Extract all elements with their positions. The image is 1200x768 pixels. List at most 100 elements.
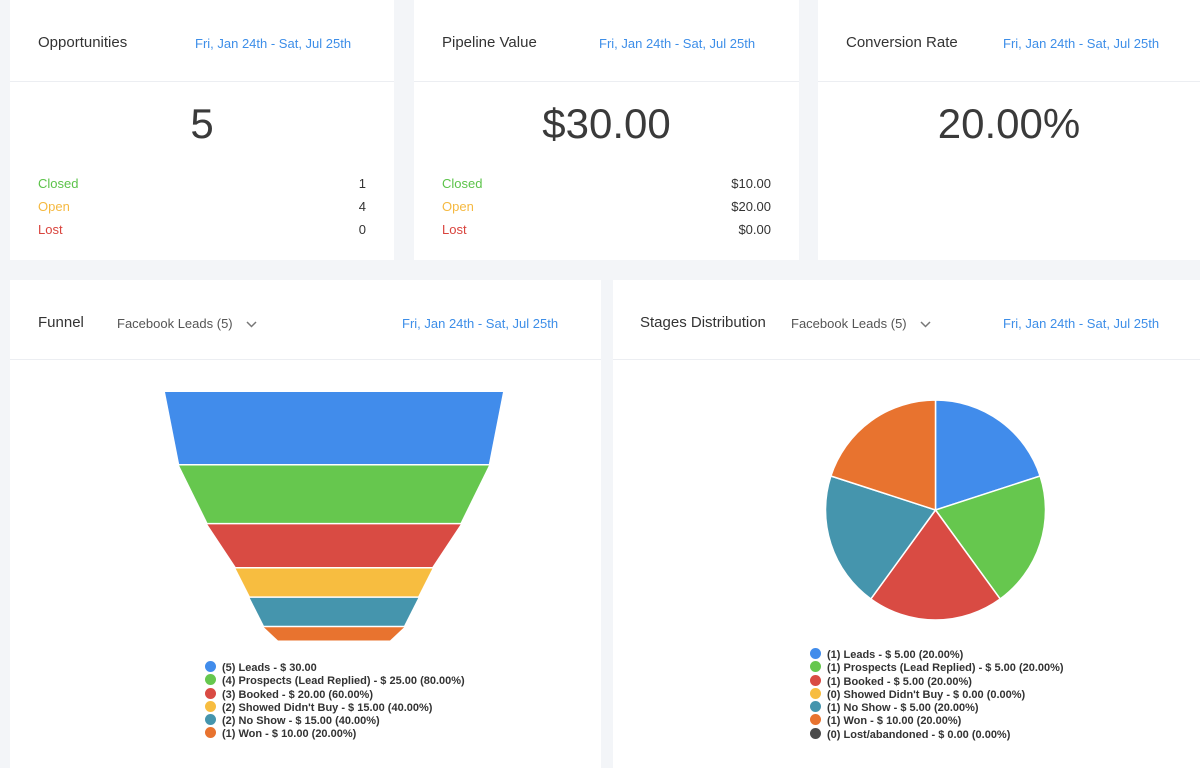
date-range-link[interactable]: Fri, Jan 24th - Sat, Jul 25th	[1003, 316, 1160, 331]
funnel-segment[interactable]	[207, 524, 461, 567]
funnel-card: Funnel Facebook Leads (5) Fri, Jan 24th …	[10, 280, 601, 768]
legend-item[interactable]: (0) Lost/abandoned - $ 0.00 (0.00%)	[810, 727, 1064, 741]
date-range-link[interactable]: Fri, Jan 24th - Sat, Jul 25th	[1003, 36, 1160, 51]
legend-label: (3) Booked - $ 20.00 (60.00%)	[222, 688, 374, 701]
card-title: Conversion Rate	[846, 34, 958, 51]
legend-label: (1) Won - $ 10.00 (20.00%)	[827, 715, 962, 728]
stat-row-lost: Lost 0	[38, 222, 366, 242]
legend-dot-icon	[205, 727, 216, 739]
legend-label: (2) Showed Didn't Buy - $ 15.00 (40.00%)	[222, 701, 433, 714]
funnel-segment[interactable]	[165, 392, 503, 465]
legend-item[interactable]: (3) Booked - $ 20.00 (60.00%)	[205, 687, 465, 701]
legend-dot-icon	[810, 674, 821, 686]
conversion-rate-value: 20.00%	[937, 100, 1081, 147]
stat-label: Closed	[38, 176, 79, 191]
legend-label: (1) Booked - $ 5.00 (20.00%)	[827, 675, 972, 688]
pie-slice[interactable]	[934, 399, 1042, 512]
stat-label: Lost	[442, 222, 467, 237]
stat-row-lost: Lost $0.00	[442, 222, 771, 242]
date-range-link[interactable]: Fri, Jan 24th - Sat, Jul 25th	[599, 36, 756, 51]
stat-label: Open	[442, 199, 474, 214]
legend-label: (4) Prospects (Lead Replied) - $ 25.00 (…	[222, 675, 465, 688]
legend-item[interactable]: (2) No Show - $ 15.00 (40.00%)	[205, 714, 465, 727]
pie-slice[interactable]	[829, 399, 937, 512]
opportunities-card: Opportunities Fri, Jan 24th - Sat, Jul 2…	[10, 0, 394, 260]
card-title: Pipeline Value	[442, 34, 537, 51]
conversion-rate-card: Conversion Rate Fri, Jan 24th - Sat, Jul…	[818, 0, 1200, 260]
stages-legend: (1) Leads - $ 5.00 (20.00%) (1) Prospects…	[810, 648, 1064, 741]
legend-item[interactable]: (5) Leads - $ 30.00	[205, 661, 465, 674]
pipeline-value-card: Pipeline Value Fri, Jan 24th - Sat, Jul …	[414, 0, 799, 260]
legend-item[interactable]: (0) Showed Didn't Buy - $ 0.00 (0.00%)	[810, 687, 1064, 701]
pie-chart	[824, 399, 1047, 621]
stat-value: $10.00	[731, 176, 771, 191]
legend-label: (1) Prospects (Lead Replied) - $ 5.00 (2…	[827, 662, 1064, 675]
stat-value: 4	[358, 199, 366, 214]
stat-row-closed: Closed 1	[38, 176, 366, 196]
legend-item[interactable]: (1) No Show - $ 5.00 (20.00%)	[810, 701, 1064, 714]
funnel-segment[interactable]	[263, 627, 405, 641]
stat-row-open: Open $20.00	[442, 199, 771, 219]
pie-slice[interactable]	[869, 508, 1002, 621]
card-title: Funnel	[38, 314, 84, 331]
stat-label: Open	[38, 199, 70, 214]
pipeline-dropdown[interactable]: Facebook Leads (5)	[117, 316, 257, 331]
legend-item[interactable]: (2) Showed Didn't Buy - $ 15.00 (40.00%)	[205, 700, 465, 714]
stat-value: $20.00	[731, 199, 771, 214]
stat-label: Closed	[442, 176, 483, 191]
card-title: Stages Distribution	[640, 314, 766, 331]
pipeline-total: $30.00	[542, 100, 671, 147]
legend-dot-icon	[810, 727, 821, 739]
legend-label: (5) Leads - $ 30.00	[222, 662, 317, 674]
legend-item[interactable]: (1) Leads - $ 5.00 (20.00%)	[810, 648, 1064, 661]
chevron-down-icon	[246, 320, 257, 331]
pipeline-dropdown[interactable]: Facebook Leads (5)	[791, 316, 931, 331]
card-header: Stages Distribution Facebook Leads (5) F…	[613, 280, 1200, 360]
funnel-chart	[165, 392, 503, 641]
dropdown-label: Facebook Leads (5)	[117, 316, 233, 331]
card-header: Opportunities Fri, Jan 24th - Sat, Jul 2…	[10, 0, 394, 82]
funnel-segment[interactable]	[235, 568, 433, 597]
card-header: Funnel Facebook Leads (5) Fri, Jan 24th …	[10, 280, 601, 360]
stat-value: $0.00	[738, 222, 771, 237]
legend-item[interactable]: (1) Won - $ 10.00 (20.00%)	[205, 727, 465, 740]
legend-label: (2) No Show - $ 15.00 (40.00%)	[222, 715, 380, 728]
legend-dot-icon	[810, 661, 821, 673]
legend-dot-icon	[205, 714, 216, 726]
stat-value: 0	[358, 222, 366, 237]
funnel-legend: (5) Leads - $ 30.00 (4) Prospects (Lead R…	[205, 661, 465, 741]
card-header: Conversion Rate Fri, Jan 24th - Sat, Jul…	[818, 0, 1200, 82]
card-header: Pipeline Value Fri, Jan 24th - Sat, Jul …	[414, 0, 799, 82]
stages-distribution-card: Stages Distribution Facebook Leads (5) F…	[613, 280, 1200, 768]
legend-dot-icon	[810, 701, 821, 713]
funnel-segment[interactable]	[179, 465, 489, 523]
legend-dot-icon	[810, 687, 821, 699]
legend-dot-icon	[205, 687, 216, 699]
legend-label: (0) Lost/abandoned - $ 0.00 (0.00%)	[827, 728, 1011, 741]
pie-slice[interactable]	[824, 475, 937, 601]
legend-dot-icon	[810, 648, 821, 659]
legend-label: (1) No Show - $ 5.00 (20.00%)	[827, 702, 979, 715]
stat-value: 1	[358, 176, 366, 191]
legend-dot-icon	[205, 661, 216, 672]
legend-dot-icon	[205, 700, 216, 712]
legend-label: (1) Leads - $ 5.00 (20.00%)	[827, 649, 964, 661]
stat-row-open: Open 4	[38, 199, 366, 219]
legend-label: (0) Showed Didn't Buy - $ 0.00 (0.00%)	[827, 688, 1026, 701]
legend-dot-icon	[810, 714, 821, 726]
funnel-segment[interactable]	[249, 597, 419, 626]
legend-item[interactable]: (4) Prospects (Lead Replied) - $ 25.00 (…	[205, 674, 465, 687]
card-title: Opportunities	[38, 34, 128, 51]
dropdown-label: Facebook Leads (5)	[791, 316, 907, 331]
legend-dot-icon	[205, 674, 216, 686]
pie-slice[interactable]	[934, 475, 1047, 601]
chevron-down-icon	[920, 320, 931, 331]
legend-item[interactable]: (1) Prospects (Lead Replied) - $ 5.00 (2…	[810, 661, 1064, 674]
legend-item[interactable]: (1) Won - $ 10.00 (20.00%)	[810, 714, 1064, 727]
legend-item[interactable]: (1) Booked - $ 5.00 (20.00%)	[810, 674, 1064, 688]
opportunities-count: 5	[190, 100, 214, 147]
stat-label: Lost	[38, 222, 63, 237]
date-range-link[interactable]: Fri, Jan 24th - Sat, Jul 25th	[402, 316, 559, 331]
stat-row-closed: Closed $10.00	[442, 176, 771, 196]
date-range-link[interactable]: Fri, Jan 24th - Sat, Jul 25th	[195, 36, 352, 51]
